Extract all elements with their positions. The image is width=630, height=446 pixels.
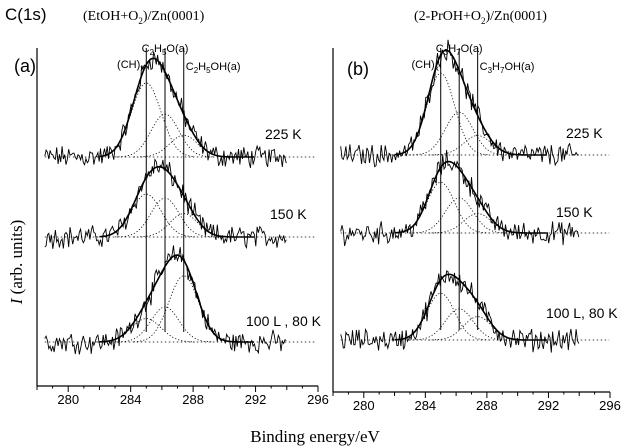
x-tick-label: 280 (57, 392, 79, 407)
component-peak (428, 213, 526, 234)
x-tick-label: 280 (353, 398, 375, 413)
raw-spectrum (340, 270, 580, 353)
y-axis-label: I (arb. units) (7, 220, 26, 306)
component-peak (96, 82, 195, 158)
fit-envelope (99, 165, 254, 238)
reference-line-label: (CH)x (117, 59, 144, 73)
core-level-label: C(1s) (5, 5, 47, 24)
spectrum-label: 150 K (556, 204, 593, 220)
component-peak (409, 197, 507, 234)
x-tick-label: 288 (182, 392, 204, 407)
x-tick-label: 296 (599, 398, 621, 413)
component-peak (391, 72, 489, 156)
panel-b-title: (2-PrOH+O2)/Zn(0001) (414, 9, 547, 26)
fit-envelope (99, 57, 254, 158)
x-tick-label: 284 (120, 392, 142, 407)
spectrum-label: 100 L , 80 K (246, 313, 322, 329)
fit-envelope (394, 49, 547, 156)
fit-envelope (394, 273, 547, 341)
component-peak (428, 135, 526, 156)
raw-spectrum (44, 158, 287, 250)
x-axis-label: Binding energy/eV (250, 427, 380, 446)
reference-line-label: C3H7OH(a) (480, 61, 535, 75)
fit-envelope (394, 160, 547, 234)
panel-a-title: (EtOH+O2)/Zn(0001) (83, 9, 205, 26)
x-tick-label: 296 (307, 392, 329, 407)
x-tick-label: 284 (414, 398, 436, 413)
raw-spectrum (44, 51, 287, 169)
component-peak (133, 134, 233, 158)
fit-envelope (99, 254, 254, 343)
reference-line-label: C3H7O(a) (436, 43, 483, 57)
component-peak (115, 197, 214, 238)
spectrum-label: 150 K (270, 206, 307, 222)
x-tick-label: 292 (245, 392, 267, 407)
component-peak (96, 193, 195, 238)
panel-b: 280 284 288 292 296 (CH)x C3H7O(a) C3H7OH(a) 225… (332, 39, 621, 413)
reference-line-label: C2H5O(a) (142, 43, 189, 57)
x-tick-label: 288 (476, 398, 498, 413)
reference-line-label: C2H5OH(a) (186, 61, 241, 75)
spectrum-label: 225 K (566, 125, 603, 141)
component-peak (133, 275, 233, 343)
raw-spectrum (44, 245, 287, 355)
reference-line-label: (CH)x (412, 59, 439, 73)
panel-b-label: (b) (347, 59, 369, 79)
component-peak (409, 111, 507, 156)
spectrum-label: 100 L, 80 K (546, 305, 618, 321)
panel-a-label: (a) (14, 56, 36, 76)
spectrum-label: 225 K (265, 126, 302, 142)
x-tick-label: 292 (538, 398, 560, 413)
component-peak (115, 306, 214, 343)
raw-spectrum (340, 149, 580, 247)
component-peak (115, 113, 214, 158)
raw-spectrum (340, 39, 579, 168)
panel-a: 280 284 288 292 296 (CH)x C2H5O(a) C2H5OH(a) 225… (36, 43, 329, 407)
component-peak (428, 316, 526, 341)
component-peak (409, 308, 507, 341)
